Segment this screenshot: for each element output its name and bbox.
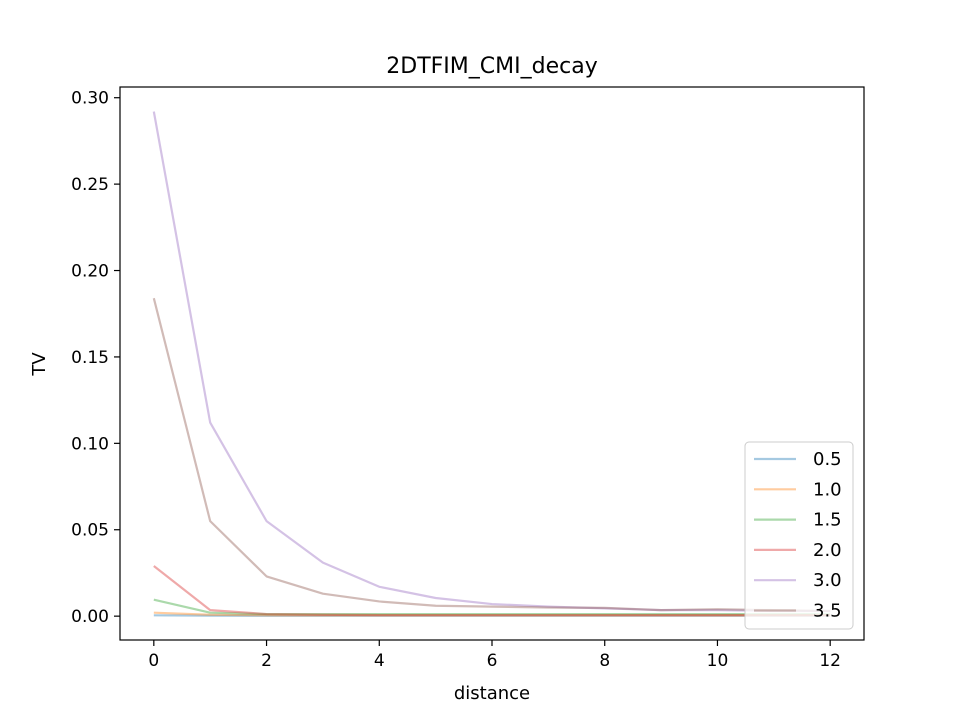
x-axis-label: distance — [454, 683, 530, 704]
series-line-4 — [152, 111, 831, 613]
series-line-0 — [153, 614, 831, 617]
y-tick-label: 0.05 — [71, 521, 109, 541]
series-line-3 — [153, 565, 831, 617]
legend-label-1: 1.0 — [813, 479, 842, 500]
y-tick-label: 0.30 — [71, 89, 109, 109]
x-tick-label: 12 — [819, 651, 841, 671]
y-tick-label: 0.20 — [71, 262, 109, 282]
x-axis: 0 2 4 6 8 10 12 — [148, 640, 841, 671]
series-line-2 — [153, 598, 831, 616]
x-tick-label: 6 — [487, 651, 498, 671]
y-tick-label: 0.25 — [71, 175, 109, 195]
x-tick-label: 2 — [261, 651, 272, 671]
x-tick-label: 4 — [374, 651, 385, 671]
legend: 0.5 1.0 1.5 2.0 3.0 3.5 — [744, 441, 854, 630]
legend-label-4: 3.0 — [813, 570, 842, 591]
series-line-5 — [152, 297, 831, 613]
legend-box — [744, 441, 854, 630]
y-tick-label: 0.15 — [71, 348, 109, 368]
x-tick-label: 8 — [599, 651, 610, 671]
legend-label-3: 2.0 — [813, 540, 842, 561]
legend-label-5: 3.5 — [813, 601, 842, 622]
y-axis: 0.00 0.05 0.10 0.15 0.20 0.25 0.30 — [71, 89, 120, 627]
legend-label-0: 0.5 — [813, 449, 842, 470]
chart-title: 2DTFIM_CMI_decay — [386, 54, 597, 79]
x-tick-label: 10 — [707, 651, 729, 671]
legend-label-2: 1.5 — [813, 510, 842, 531]
plot-lines — [152, 111, 831, 617]
y-axis-label: TV — [29, 352, 50, 377]
x-tick-label: 0 — [148, 651, 159, 671]
y-tick-label: 0.00 — [71, 607, 109, 627]
y-tick-label: 0.10 — [71, 434, 109, 454]
series-line-1 — [153, 611, 831, 617]
